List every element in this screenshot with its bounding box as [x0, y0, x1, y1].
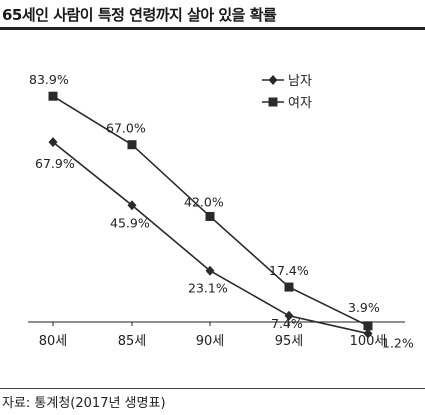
legend-label-female: 여자 — [288, 96, 312, 111]
data-label-female: 42.0% — [184, 194, 224, 209]
data-point-female — [284, 282, 294, 292]
data-label-male: 1.2% — [382, 336, 414, 351]
data-point-female — [127, 140, 137, 150]
data-point-male — [205, 265, 215, 276]
data-point-male — [48, 137, 58, 148]
data-label-male: 7.4% — [271, 316, 303, 331]
legend-label-male: 남자 — [288, 74, 312, 89]
data-point-male — [363, 328, 373, 339]
x-tick-label: 90세 — [196, 334, 225, 349]
data-point-male — [127, 200, 137, 211]
data-label-male: 67.9% — [35, 156, 75, 171]
data-label-female: 17.4% — [269, 263, 309, 278]
legend-marker-female — [268, 97, 278, 107]
legend-marker-male — [268, 75, 278, 85]
x-tick-label: 85세 — [118, 334, 147, 349]
data-label-male: 45.9% — [110, 215, 150, 230]
data-point-female — [363, 321, 373, 331]
data-label-female: 83.9% — [29, 72, 69, 87]
series-line-male — [52, 141, 369, 335]
data-point-male — [284, 310, 294, 321]
source-note: 자료: 통계청(2017년 생명표) — [2, 396, 166, 411]
chart-title: 65세인 사람이 특정 연령까지 살아 있을 확률 — [2, 6, 277, 24]
x-tick-label: 95세 — [275, 334, 304, 349]
title-rule — [0, 27, 425, 30]
line-chart: 80세 85세 90세 95세 100세 67.9% 45.9% 23.1% 7.4% 1.2%… — [28, 72, 414, 351]
x-tick-label: 100세 — [350, 334, 387, 349]
data-label-female: 3.9% — [348, 300, 380, 315]
data-label-male: 23.1% — [188, 281, 228, 296]
data-label-female: 67.0% — [106, 121, 146, 136]
data-point-female — [48, 91, 58, 101]
data-point-female — [205, 211, 215, 221]
footer-rule — [0, 388, 425, 389]
x-tick-label: 80세 — [39, 334, 68, 349]
